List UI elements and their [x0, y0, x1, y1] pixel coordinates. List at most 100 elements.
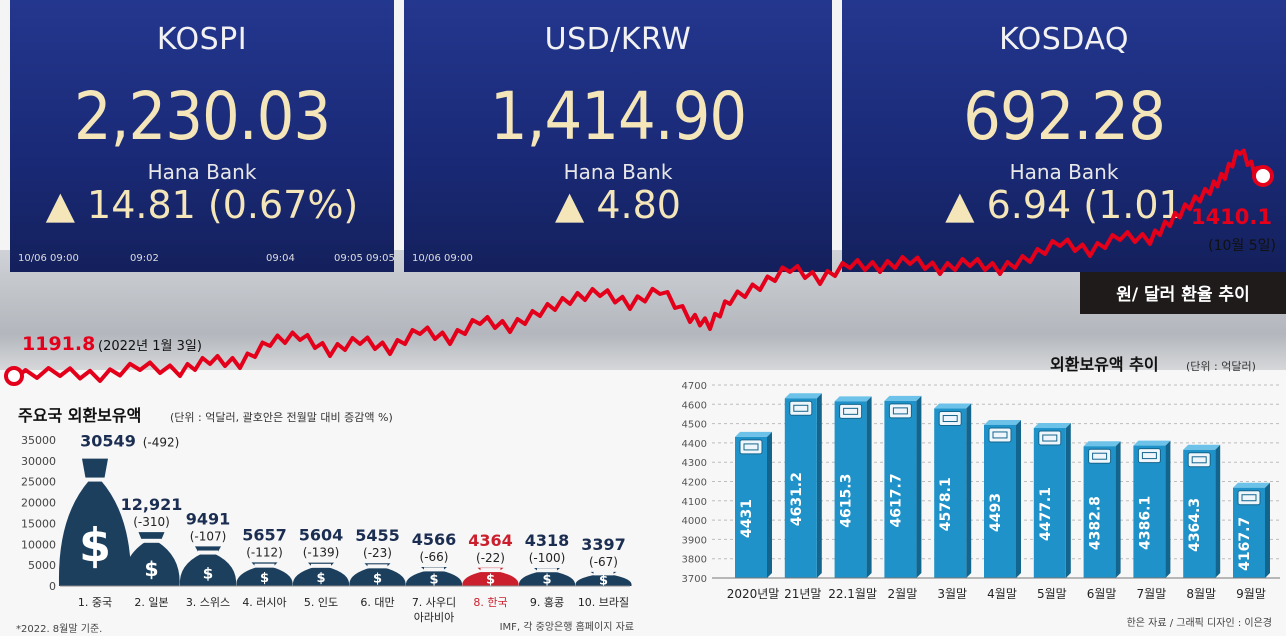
- money-stack-band-3: [843, 407, 859, 415]
- bar-4: [236, 566, 293, 586]
- dollar-sign-1: $: [79, 518, 111, 572]
- bar-10: [575, 574, 632, 586]
- trend-category-label-9: 7월말: [1137, 587, 1167, 601]
- usdkrw-board: USD/KRW 1,414.90 Hana Bank ▲ 4.80 10/06 …: [404, 0, 832, 272]
- category-label-9: 9. 홍콩: [530, 595, 564, 609]
- trend-value-label-3: 4615.3: [839, 474, 855, 528]
- trend-category-label-11: 9월말: [1236, 587, 1266, 601]
- bar-side-6: [1016, 419, 1021, 578]
- bar-3: [179, 553, 237, 586]
- left-ytick-7: 35000: [21, 434, 56, 447]
- kospi-time-1: 09:02: [130, 253, 159, 264]
- money-stack-band-10: [1191, 456, 1207, 464]
- trend-category-label-10: 8월말: [1186, 587, 1216, 601]
- bar-tie-7: [424, 567, 444, 572]
- value-label-7: 4566: [412, 530, 457, 549]
- bar-cap-1: [735, 431, 772, 437]
- trading-room-background: [0, 250, 1286, 390]
- left-chart-subtitle: (단위 : 억달러, 괄호안은 전월말 대비 증감액 %): [170, 411, 393, 424]
- fx-end-label: (10월 5일): [1208, 238, 1276, 254]
- bar-side-8: [1115, 441, 1121, 578]
- fx-title-box: [1080, 272, 1286, 314]
- trend-value-label-2: 4631.2: [789, 472, 805, 526]
- money-stack-icon-9: [1137, 448, 1161, 464]
- value-label-4: 5657: [242, 525, 287, 544]
- dollar-sign-10: $: [599, 573, 608, 588]
- trend-category-label-6: 4월말: [987, 587, 1017, 601]
- change-label-10: (-67): [589, 555, 618, 569]
- bar-tie-1: [85, 477, 105, 482]
- bar-5: [292, 566, 350, 586]
- right-ytick-5: 4200: [682, 478, 707, 489]
- kospi-bank: Hana Bank: [147, 160, 257, 184]
- bar-cap-10: [1183, 444, 1221, 450]
- bar-6: [349, 567, 406, 586]
- trend-bar-7: [1033, 428, 1066, 578]
- left-ytick-2: 10000: [21, 538, 56, 551]
- kospi-change: ▲ 14.81 (0.67%): [45, 183, 359, 227]
- kospi-time-2: 09:04: [266, 253, 295, 264]
- trend-bar-1: [735, 436, 767, 578]
- kosdaq-name: KOSDAQ: [999, 22, 1129, 57]
- category-label-3: 3. 스위스: [186, 596, 230, 609]
- dollar-sign-5: $: [316, 571, 325, 586]
- bar-cap-2: [784, 393, 822, 399]
- bar-cap-3: [834, 396, 872, 402]
- bar-cap-9: [1133, 440, 1171, 446]
- bar-side-9: [1165, 440, 1171, 578]
- trend-bar-5: [934, 408, 967, 578]
- fx-end-marker: [1252, 165, 1274, 187]
- left-ytick-1: 5000: [28, 559, 56, 572]
- bar-tie-4: [254, 563, 275, 568]
- change-label-9: (-100): [529, 551, 566, 565]
- money-stack-icon-5: [938, 411, 962, 427]
- trend-value-label-4: 4617.7: [888, 473, 904, 527]
- value-label-10: 3397: [581, 535, 626, 554]
- trend-value-label-10: 4364.3: [1187, 498, 1203, 552]
- trend-bar-6: [984, 424, 1016, 578]
- dollar-sign-8: $: [486, 572, 495, 587]
- category-label-6: 6. 대만: [360, 596, 394, 609]
- right-ytick-9: 4600: [682, 400, 707, 411]
- value-label-3: 9491: [186, 509, 231, 528]
- right-ytick-7: 4400: [682, 439, 707, 450]
- left-ytick-0: 0: [49, 580, 56, 593]
- right-ytick-2: 3900: [682, 535, 707, 546]
- trend-category-label-8: 6월말: [1087, 587, 1117, 601]
- bar-2: [123, 541, 180, 586]
- trend-bar-2: [784, 398, 817, 578]
- kosdaq-bank: Hana Bank: [1009, 160, 1119, 184]
- right-ytick-0: 3700: [682, 574, 707, 585]
- money-stack-icon-2: [789, 400, 813, 416]
- right-ytick-10: 4700: [682, 381, 707, 392]
- trend-category-label-5: 3월말: [937, 587, 967, 601]
- money-stack-band-11: [1241, 494, 1257, 502]
- bar-9: [518, 571, 576, 586]
- left-ytick-6: 30000: [21, 455, 56, 468]
- bar-side-10: [1215, 444, 1221, 578]
- fx-start-marker: [4, 366, 24, 386]
- bar-cap-6: [984, 419, 1021, 425]
- dollar-sign-9: $: [542, 573, 551, 588]
- bar-side-1: [767, 431, 772, 578]
- bar-cap-7: [1033, 423, 1071, 429]
- trend-value-label-5: 4578.1: [938, 477, 954, 531]
- change-label-5: (-139): [303, 546, 340, 560]
- fx-rate-line: [12, 148, 1265, 383]
- category-label-4: 4. 러시아: [242, 596, 286, 609]
- bar-7: [405, 570, 463, 586]
- value-label-1: 30549: [80, 432, 136, 451]
- right-ytick-8: 4500: [682, 420, 707, 431]
- bar-top-1: [82, 458, 108, 481]
- bar-side-5: [966, 403, 972, 578]
- kosdaq-change: ▲ 6.94 (1.01: [945, 183, 1183, 227]
- right-ytick-3: 4000: [682, 516, 707, 527]
- money-stack-band-6: [992, 431, 1008, 439]
- category-label-10: 10. 브라질: [578, 596, 629, 609]
- usdkrw-change: ▲ 4.80: [555, 183, 681, 227]
- usdkrw-time-0: 10/06 09:00: [412, 253, 473, 264]
- trend-bar-9: [1133, 445, 1166, 578]
- trend-category-label-4: 2월말: [888, 587, 918, 601]
- value-label-9: 4318: [525, 531, 570, 550]
- money-stack-icon-10: [1187, 452, 1211, 468]
